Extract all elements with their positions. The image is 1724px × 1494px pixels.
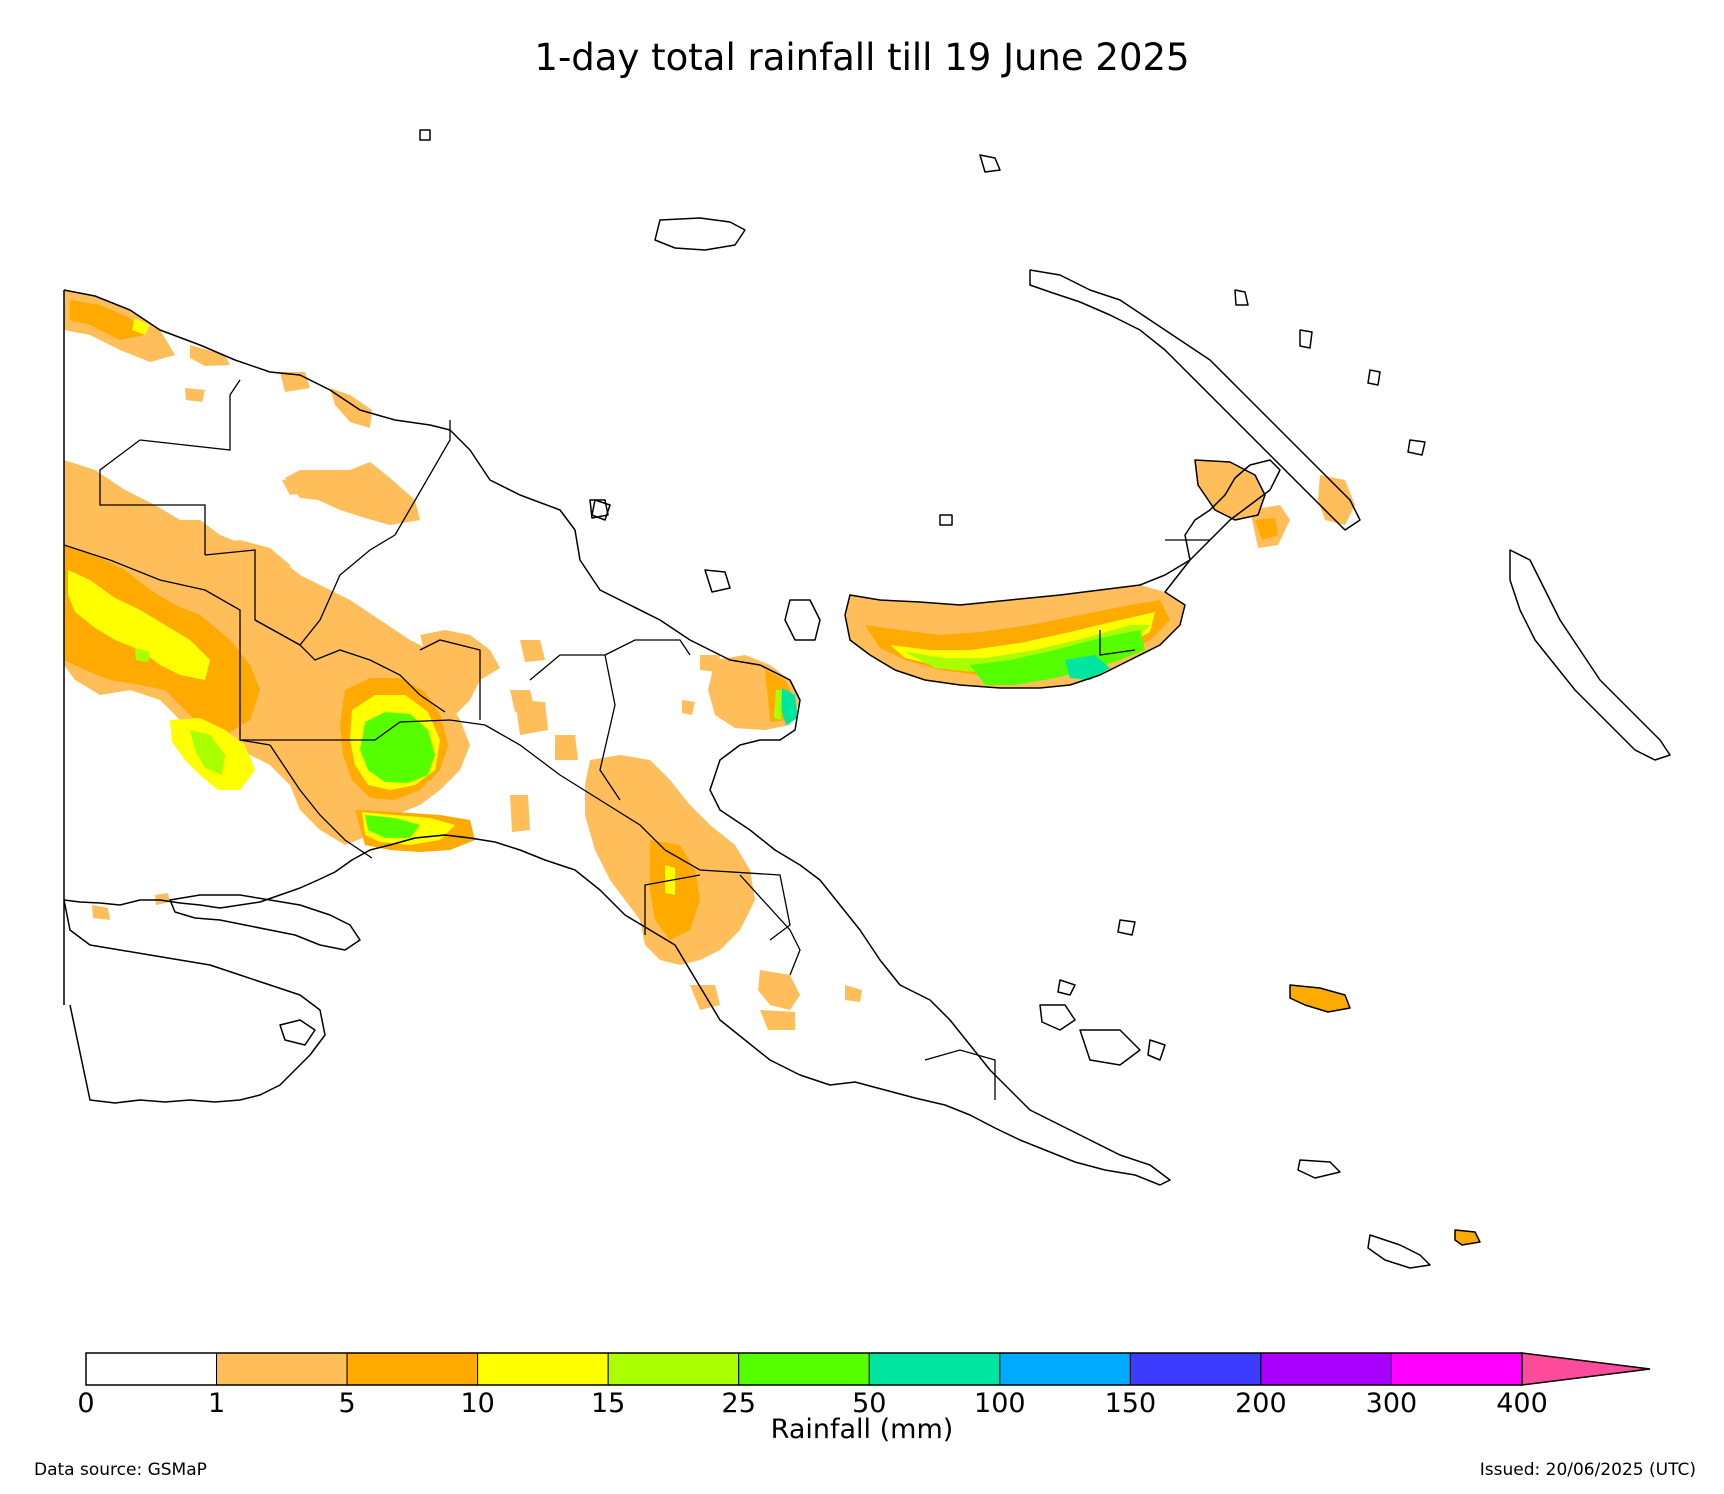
colorbar-cell <box>999 1352 1131 1386</box>
colorbar-tick-label: 150 <box>1104 1388 1157 1419</box>
colorbar-tick-label: 5 <box>338 1388 356 1419</box>
province-boundaries <box>63 379 1210 1100</box>
new-britain-coast <box>844 459 1281 689</box>
colorbar-tick-label: 100 <box>974 1388 1026 1419</box>
colorbar-tick-label: 50 <box>852 1388 887 1419</box>
coastlines <box>63 129 1671 1269</box>
colorbar-cell <box>1260 1352 1392 1386</box>
rain-area-west-heavy <box>68 570 210 680</box>
rainfall-shading <box>64 290 1480 1245</box>
colorbar-tick-label: 15 <box>590 1388 626 1419</box>
map-title: 1-day total rainfall till 19 June 2025 <box>534 36 1190 79</box>
data-source-note: Data source: GSMaP <box>34 1460 207 1480</box>
colorbar-tick-label: 200 <box>1235 1388 1287 1419</box>
colorbar-cell <box>738 1352 870 1386</box>
rain-area-nw-coast-peak <box>132 318 150 335</box>
rain-area-new-britain-peak <box>970 630 1145 685</box>
colorbar-tick-label: 1 <box>207 1388 226 1419</box>
rain-area-sepik <box>285 462 420 525</box>
colorbar-label: Rainfall (mm) <box>770 1414 954 1445</box>
rain-area-madang-peak <box>780 688 798 725</box>
rain-area-gulf-green <box>365 815 420 838</box>
rainfall-map <box>63 129 1671 1269</box>
manus-coast <box>654 217 746 251</box>
colorbar-tick-label: 300 <box>1365 1388 1418 1419</box>
colorbar-cell <box>477 1352 609 1386</box>
png-south-coast <box>63 899 326 1104</box>
colorbar-cell <box>607 1352 740 1386</box>
bougainville-coast <box>1509 549 1671 761</box>
new-ireland-coast <box>1029 269 1361 531</box>
colorbar-cell <box>346 1352 479 1386</box>
colorbar-tick-label: 25 <box>721 1388 756 1419</box>
colorbar-tick-label: 0 <box>77 1388 95 1419</box>
colorbar-extend-arrow <box>1521 1352 1651 1386</box>
rain-area-nw-coast-core <box>70 300 145 340</box>
colorbar-cell <box>85 1352 218 1386</box>
colorbar-tick-label: 10 <box>460 1388 495 1419</box>
colorbar-cell <box>868 1352 1001 1386</box>
colorbar-cell <box>216 1352 348 1386</box>
png-mainland-coast <box>63 289 1171 1186</box>
colorbar-cell <box>1129 1352 1262 1386</box>
colorbar-tick-label: 400 <box>1496 1388 1548 1419</box>
colorbar-cell <box>1390 1352 1523 1386</box>
issued-date-note: Issued: 20/06/2025 (UTC) <box>1479 1460 1696 1480</box>
rain-area-highlands-peak <box>360 712 435 783</box>
